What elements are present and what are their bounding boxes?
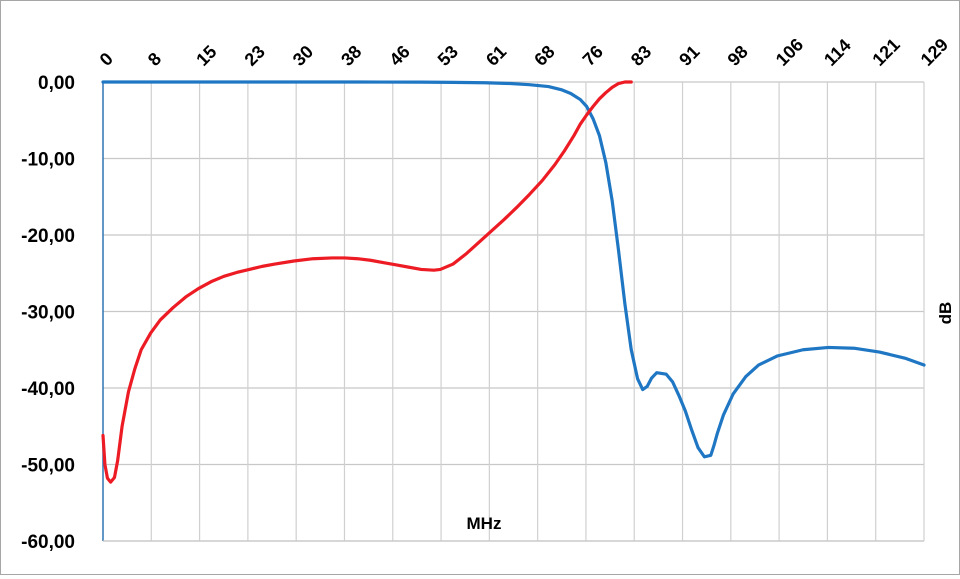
x-tick-label: 53 <box>434 42 462 70</box>
series-line-2 <box>101 80 926 459</box>
x-tick-label: 68 <box>530 42 558 70</box>
x-tick-label: 61 <box>482 42 510 70</box>
x-tick-label: 30 <box>289 42 317 70</box>
x-tick-label: 0 <box>96 49 117 70</box>
x-tick-label: 38 <box>337 42 365 70</box>
y-axis-title: dB <box>936 302 955 325</box>
series-line-1 <box>101 80 633 484</box>
x-tick-label: 129 <box>917 34 952 69</box>
y-tick-label: -60,00 <box>21 532 75 553</box>
x-tick-label: 106 <box>772 34 807 69</box>
x-tick-label: 83 <box>627 42 655 70</box>
x-tick-label: 114 <box>820 35 855 70</box>
y-tick-label: -50,00 <box>21 456 75 477</box>
x-tick-label: 121 <box>868 34 903 69</box>
x-tick-label: 76 <box>579 42 607 70</box>
grid <box>103 81 925 542</box>
x-tick-label: 8 <box>144 49 165 70</box>
series-layer <box>101 80 926 484</box>
y-tick-label: -30,00 <box>21 303 75 324</box>
x-tick-label: 23 <box>241 42 269 70</box>
axes <box>102 82 924 542</box>
y-tick-label: -20,00 <box>21 226 75 247</box>
y-tick-label: -40,00 <box>21 379 75 400</box>
x-tick-label: 46 <box>385 42 413 70</box>
x-tick-label: 98 <box>724 42 752 70</box>
x-tick-label: 15 <box>192 42 220 70</box>
y-tick-labels: 0,00 -10,00 -20,00 -30,00 -40,00 -50,00 -60,00 <box>21 73 75 553</box>
y-tick-label: -10,00 <box>21 150 75 171</box>
y-tick-label: 0,00 <box>38 73 75 94</box>
x-axis-title: MHz <box>467 514 502 533</box>
x-tick-labels: 0 8 15 23 30 38 46 53 61 68 76 83 91 98 106 114 121 129 <box>96 34 952 69</box>
x-tick-label: 91 <box>675 42 703 70</box>
